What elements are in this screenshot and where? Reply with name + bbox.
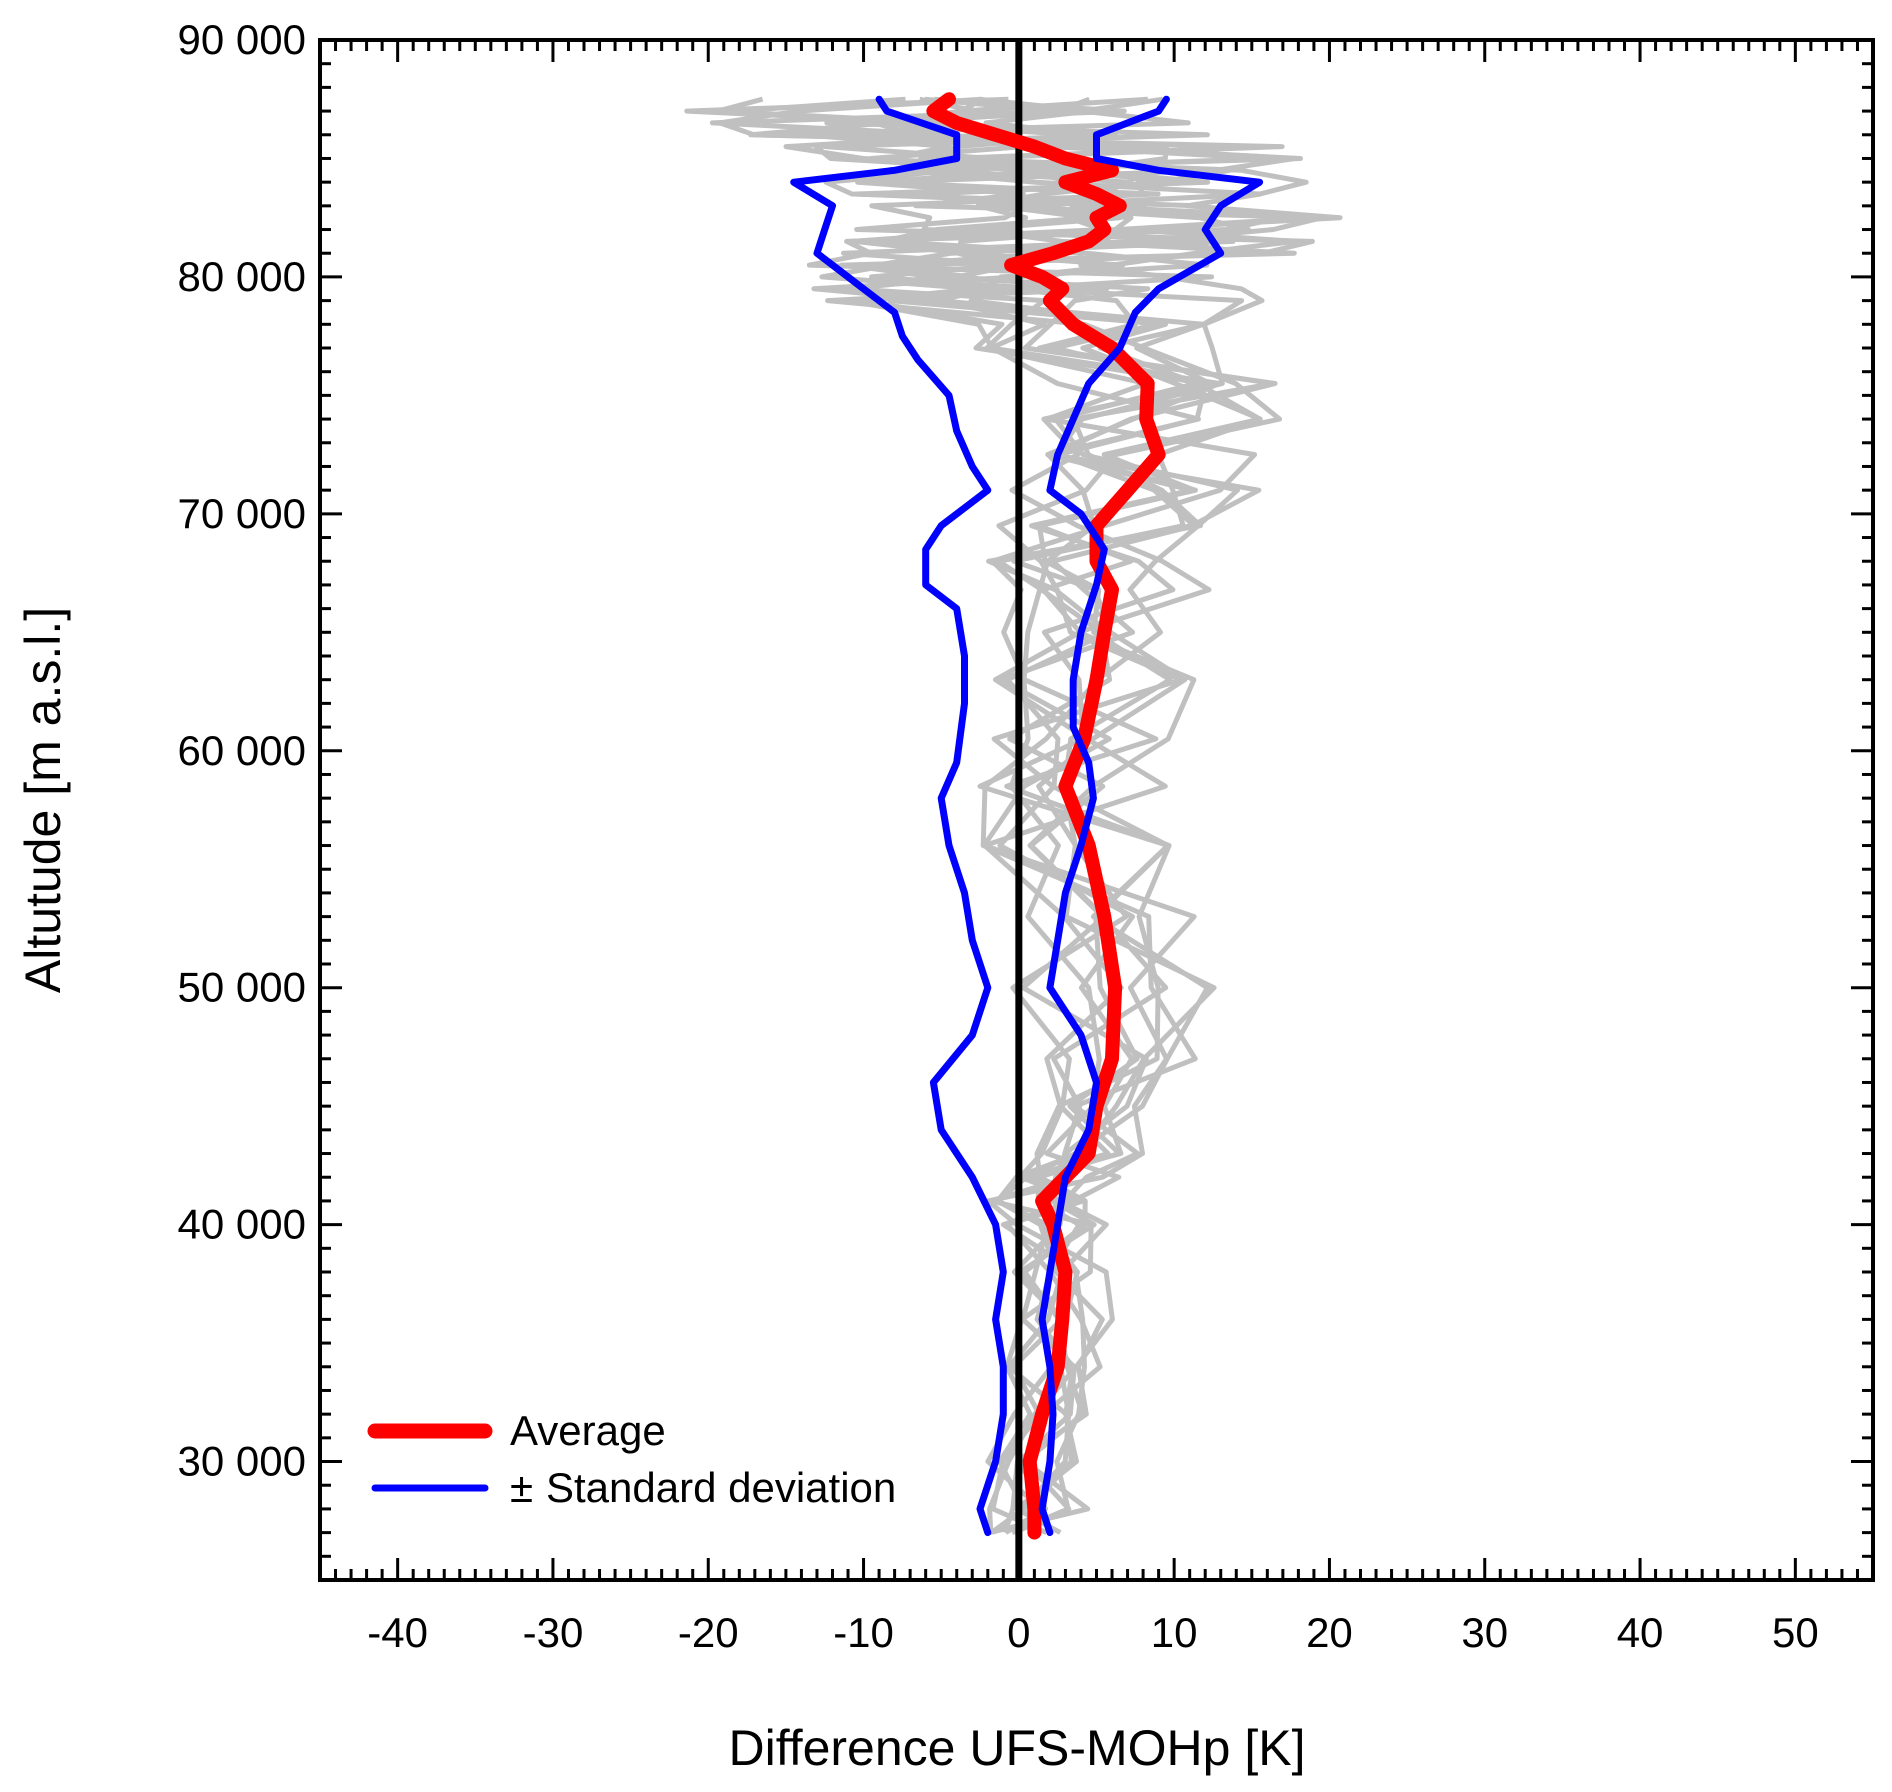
y-axis-title: Altutude [m a.s.l.] — [15, 607, 71, 993]
y-tick-label: 90 000 — [178, 16, 306, 63]
x-axis: -40 -30 -20 -10 0 10 20 30 40 50 — [318, 40, 1875, 1656]
individual-profile-line — [684, 96, 1283, 1535]
x-tick-label: 50 — [1772, 1609, 1819, 1656]
y-tick-label: 30 000 — [178, 1438, 306, 1485]
x-tick-label: 10 — [1151, 1609, 1198, 1656]
legend-average-label: Average — [510, 1407, 666, 1454]
individual-profiles — [684, 96, 1343, 1536]
legend: Average ± Standard deviation — [367, 1407, 896, 1511]
y-tick-label: 60 000 — [178, 727, 306, 774]
y-axis: 30 000 40 000 50 000 60 000 70 000 80 000 90 0… — [178, 16, 1873, 1582]
x-tick-label: 0 — [1007, 1609, 1030, 1656]
std-lower-line — [790, 95, 1007, 1537]
legend-std-label: Standard deviation — [546, 1464, 896, 1511]
x-tick-label: 40 — [1617, 1609, 1664, 1656]
average-line — [926, 92, 1166, 1540]
y-tick-label: 40 000 — [178, 1201, 306, 1248]
x-tick-label: -20 — [678, 1609, 739, 1656]
y-tick-label: 70 000 — [178, 490, 306, 537]
individual-profile-line — [839, 97, 1298, 1535]
std-upper-line — [1038, 95, 1264, 1537]
plot-series — [790, 40, 1264, 1580]
x-tick-label: -30 — [523, 1609, 584, 1656]
legend-std-pm: ± — [510, 1464, 533, 1511]
x-tick-label: -10 — [833, 1609, 894, 1656]
y-tick-label: 80 000 — [178, 253, 306, 300]
x-tick-label: 30 — [1461, 1609, 1508, 1656]
x-tick-label: -40 — [367, 1609, 428, 1656]
x-axis-title: Difference UFS-MOHp [K] — [728, 1720, 1305, 1776]
y-tick-label: 50 000 — [178, 964, 306, 1011]
x-tick-label: 20 — [1306, 1609, 1353, 1656]
